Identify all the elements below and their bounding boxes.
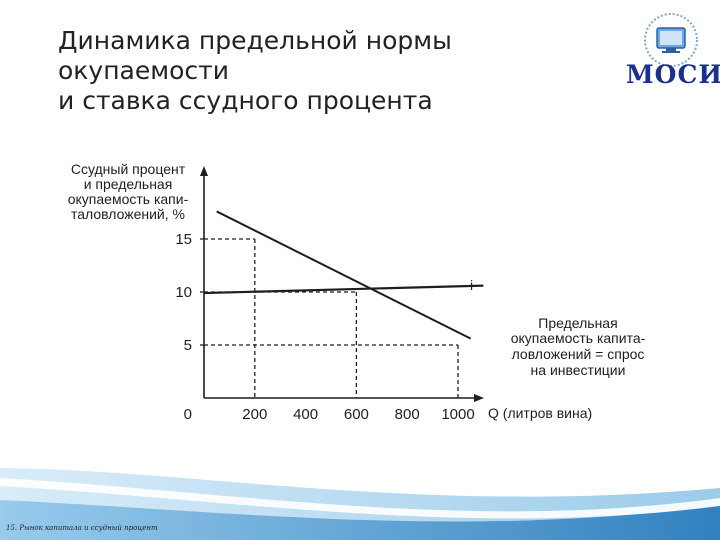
slide-title: Динамика предельной нормы окупаемости и … <box>58 26 578 116</box>
marginal-efficiency-label: Предельная окупаемость капита- ловложени… <box>511 315 646 378</box>
x-axis-title: Q (литров вина) <box>488 405 592 421</box>
title-line-1: Динамика предельной нормы <box>58 26 452 55</box>
y-axis-title-line-2: и предельная <box>84 176 173 192</box>
interest-rate-line <box>203 284 484 295</box>
logo-text: МОСИ <box>626 60 720 89</box>
y-tick-label-3: 15 <box>175 231 192 248</box>
x-tick-label-1: 400 <box>293 406 318 423</box>
mec-label-line-1: Предельная <box>538 315 617 331</box>
x-tick-label-2: 600 <box>344 406 369 423</box>
y-axis-title: Ссудный процент и предельная окупаемость… <box>68 161 189 222</box>
x-tick-label-0: 200 <box>242 406 267 423</box>
x-tick-label-3: 800 <box>395 406 420 423</box>
y-tick-label-2: 10 <box>175 284 192 301</box>
guide-lines <box>204 238 459 398</box>
mec-label-line-4: на инвестиции <box>531 362 626 378</box>
x-axis-arrow <box>474 394 484 402</box>
mosi-logo: МОСИ <box>626 8 720 94</box>
title-line-3: и ставка ссудного процента <box>58 86 433 115</box>
logo-emblem-icon <box>644 13 698 67</box>
y-axis-title-line-3: окупаемость капи- <box>68 191 189 207</box>
y-axis-title-line-1: Ссудный процент <box>71 161 186 177</box>
mec-label-line-3: ловложений = спрос <box>512 346 645 362</box>
y-tick-label-1: 5 <box>184 337 192 354</box>
interest-rate-label: i <box>470 277 473 293</box>
y-tick-label-0: 0 <box>184 406 192 423</box>
marginal-efficiency-line <box>216 210 472 340</box>
x-tick-label-4: 1000 <box>441 406 474 423</box>
bottom-wave-white <box>0 478 720 519</box>
bottom-wave-dark <box>0 500 720 540</box>
y-axis-arrow <box>200 166 208 176</box>
axis-ticks: 200 400 600 800 1000 0 5 10 15 <box>175 231 474 423</box>
title-line-2: окупаемости <box>58 56 229 85</box>
footer-caption: 15. Рынок капитала и ссудный процент <box>6 524 158 532</box>
mec-label-line-2: окупаемость капита- <box>511 330 646 346</box>
y-axis-title-line-4: таловложений, % <box>71 206 185 222</box>
